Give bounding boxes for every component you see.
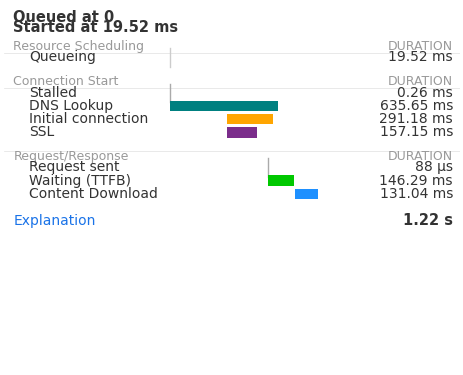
Text: DURATION: DURATION: [387, 40, 452, 53]
Text: 146.29 ms: 146.29 ms: [379, 174, 452, 188]
Text: DURATION: DURATION: [387, 75, 452, 88]
Text: DNS Lookup: DNS Lookup: [29, 99, 113, 113]
Text: 88 µs: 88 µs: [414, 160, 452, 174]
Text: Queueing: Queueing: [29, 50, 96, 64]
Text: 19.52 ms: 19.52 ms: [388, 50, 452, 64]
Text: SSL: SSL: [29, 126, 54, 140]
Text: Initial connection: Initial connection: [29, 112, 148, 126]
Text: 635.65 ms: 635.65 ms: [379, 99, 452, 113]
Text: Explanation: Explanation: [13, 213, 95, 228]
Text: 291.18 ms: 291.18 ms: [379, 112, 452, 126]
Text: DURATION: DURATION: [387, 150, 452, 163]
Text: Connection Start: Connection Start: [13, 75, 119, 88]
Text: 131.04 ms: 131.04 ms: [379, 187, 452, 201]
Text: Started at 19.52 ms: Started at 19.52 ms: [13, 21, 178, 36]
Text: Queued at 0: Queued at 0: [13, 9, 114, 24]
Text: Waiting (TTFB): Waiting (TTFB): [29, 174, 131, 188]
Bar: [294, 189, 317, 199]
Text: Request sent: Request sent: [29, 160, 119, 174]
Text: 1.22 s: 1.22 s: [402, 213, 452, 228]
Bar: [170, 101, 277, 111]
Text: Request/Response: Request/Response: [13, 150, 128, 163]
Text: Stalled: Stalled: [29, 86, 77, 100]
Text: Content Download: Content Download: [29, 187, 158, 201]
Text: Resource Scheduling: Resource Scheduling: [13, 40, 144, 53]
Bar: [227, 128, 257, 138]
Text: 157.15 ms: 157.15 ms: [379, 126, 452, 140]
Bar: [268, 176, 293, 186]
Bar: [227, 114, 272, 125]
Text: 0.26 ms: 0.26 ms: [396, 86, 452, 100]
